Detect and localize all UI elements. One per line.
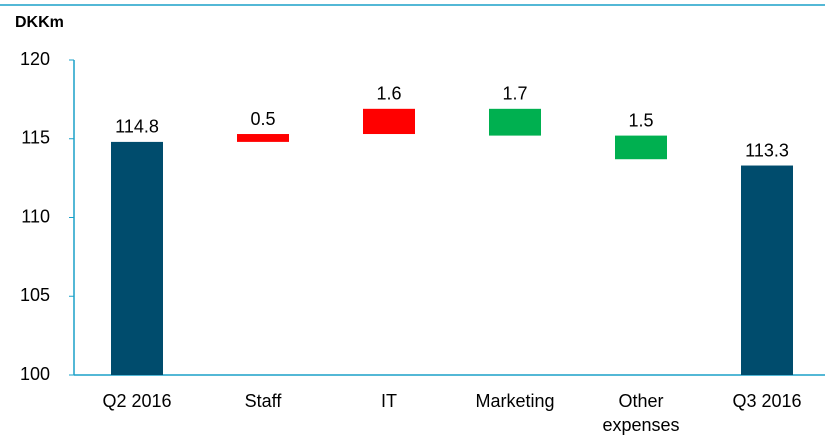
x-tick-label: Marketing bbox=[475, 391, 554, 411]
x-tick-label: Q3 2016 bbox=[732, 391, 801, 411]
bar bbox=[615, 135, 667, 160]
value-label: 1.5 bbox=[628, 110, 653, 130]
x-tick-label: Other expenses bbox=[602, 391, 679, 435]
y-tick-label: 100 bbox=[20, 364, 50, 384]
bar bbox=[237, 134, 289, 142]
bar bbox=[741, 165, 793, 375]
value-label: 1.7 bbox=[502, 84, 527, 104]
bar bbox=[363, 108, 415, 135]
value-label: 113.3 bbox=[745, 140, 789, 160]
bar bbox=[489, 108, 541, 136]
value-label: 1.6 bbox=[376, 84, 401, 104]
y-tick-label: 105 bbox=[20, 285, 50, 305]
value-label: 0.5 bbox=[250, 109, 275, 129]
value-label: 114.8 bbox=[115, 117, 159, 137]
bar bbox=[111, 141, 163, 375]
y-tick-label: 110 bbox=[21, 206, 50, 226]
x-tick-label: Q2 2016 bbox=[102, 391, 171, 411]
y-tick-label: 115 bbox=[21, 128, 50, 148]
x-tick-label: Staff bbox=[245, 391, 283, 411]
y-tick-label: 120 bbox=[20, 49, 50, 69]
x-tick-label: IT bbox=[381, 391, 397, 411]
chart-title: DKKm bbox=[15, 14, 64, 31]
